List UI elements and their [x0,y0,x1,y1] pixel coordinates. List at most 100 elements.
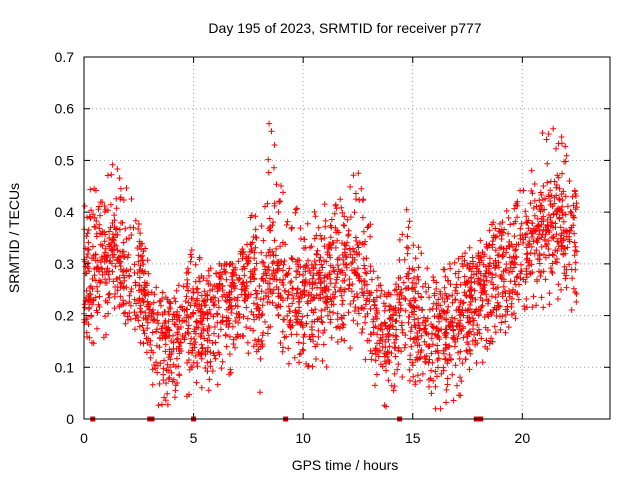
data-point [227,260,234,267]
data-point [101,203,108,209]
data-point [223,321,230,328]
data-point [82,270,89,277]
data-point [523,251,530,258]
data-point [289,285,296,292]
data-point [127,288,134,295]
data-point [411,267,418,274]
data-point [321,201,328,208]
data-point [206,287,213,294]
data-point [288,255,295,261]
data-point [480,284,487,291]
data-point [277,340,284,346]
data-point [562,143,569,150]
data-point [289,224,295,231]
data-point [114,275,121,282]
data-point [226,291,233,298]
data-point [150,349,157,356]
data-point [165,308,172,315]
data-point [238,286,245,293]
data-point [429,341,436,348]
data-point [438,370,445,377]
data-point [311,235,318,242]
data-point [139,257,146,264]
data-point [527,250,534,256]
data-point [425,284,432,291]
data-point [323,364,330,370]
data-point [572,266,579,273]
data-point [94,288,101,295]
data-point [328,298,335,305]
data-point [343,254,350,261]
data-point [354,265,361,272]
data-point [315,224,322,231]
data-point [242,295,249,302]
data-point [523,296,530,302]
data-point [168,369,175,376]
data-point [396,257,403,263]
data-point [367,292,374,299]
data-point [143,349,150,356]
data-point [534,276,540,283]
data-point [136,274,143,281]
data-point [287,308,293,315]
data-point [364,295,371,302]
data-point [122,320,129,327]
data-point [153,284,160,291]
data-point [215,304,222,311]
data-point [370,268,377,275]
data-point [314,316,321,323]
data-point [126,292,133,299]
data-point [127,316,134,323]
data-point [567,227,574,234]
data-point [365,223,372,230]
data-point [255,338,262,345]
data-point [338,315,345,322]
data-point [443,386,450,393]
data-point [326,308,333,315]
data-point [84,263,91,270]
data-point [534,235,541,242]
data-point [485,297,492,304]
data-point [315,270,322,277]
data-point [112,291,118,297]
data-point [563,228,569,235]
data-point [163,367,170,373]
data-point [149,366,156,373]
data-point [513,246,519,253]
data-point [188,335,195,342]
data-point [513,241,520,248]
data-point [572,193,579,200]
data-point [518,261,524,268]
data-point [496,228,503,235]
data-point [279,328,286,335]
data-point [359,326,366,332]
data-point [477,281,484,288]
data-point [87,283,94,290]
data-point [538,243,545,250]
data-point [173,287,180,294]
data-point [491,323,498,330]
data-point [544,222,551,229]
data-point [419,283,426,290]
data-point [264,200,271,207]
data-point [337,288,344,295]
data-point [505,230,512,237]
data-point [185,287,191,294]
data-point [437,313,444,320]
data-point [549,234,555,241]
data-point [86,334,93,341]
data-point [556,196,563,202]
data-point [388,382,395,389]
data-point [288,278,295,285]
data-point [537,273,544,279]
data-point [463,347,470,354]
data-point [377,322,384,329]
data-point [351,209,358,216]
data-point [441,284,448,291]
data-point [136,295,143,302]
data-point [341,249,348,256]
data-point [374,331,381,338]
data-point [275,209,282,215]
data-point [512,281,519,288]
data-point [91,223,98,230]
